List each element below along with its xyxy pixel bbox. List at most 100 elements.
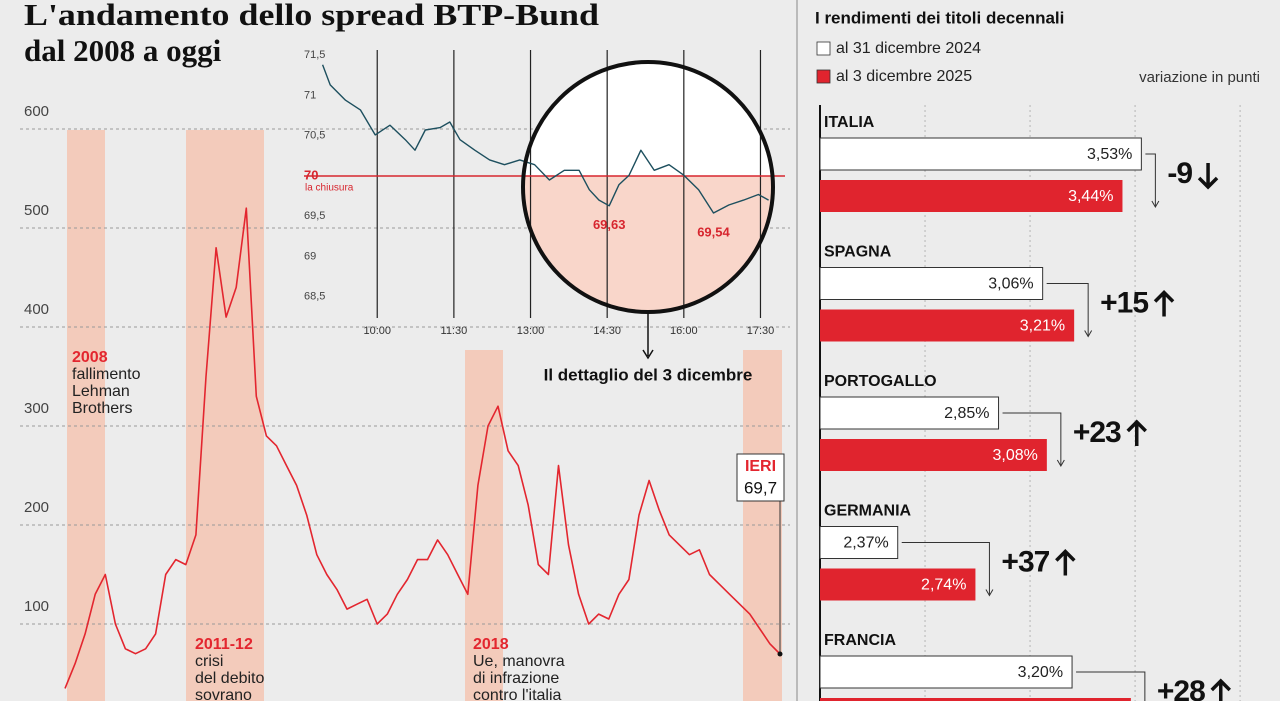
value-label: 3,06% [988,276,1033,293]
caption-arrow [642,312,654,360]
value-label: 69,54 [697,224,730,239]
annotation-text: crisi [195,653,223,670]
bar [820,698,1131,701]
y-tick-label: 71 [304,89,316,101]
bar [820,180,1123,212]
end-point [777,651,783,657]
connector [1002,412,1062,465]
connector [1046,283,1089,336]
bar [820,309,1075,342]
value-label: 69,63 [593,217,626,232]
annotation-text: del debito [195,670,264,687]
value-label: 3,21% [1020,318,1065,335]
change-label: +37 [1001,545,1049,578]
changes-title: variazione in punti [1139,69,1260,86]
category-label: GERMANIA [824,503,912,520]
end-label: IERI [745,458,776,475]
chart-title: dal 2008 a oggi [24,33,222,68]
bar [819,655,1073,689]
change-label: +28 [1157,675,1205,701]
legend-label: al 31 dicembre 2024 [836,40,981,57]
legend-swatch [816,69,831,84]
category-label: FRANCIA [824,632,896,649]
y-tick-label: 500 [24,202,49,219]
x-tick-label: 10:00 [363,325,391,337]
annotation-text: Ue, manovra [473,653,565,670]
y-tick-label: 70 [304,167,318,182]
yield-chart: I rendimenti dei titoli decennali al 31 d… [815,8,1260,701]
legend-swatch [816,41,831,56]
annotation-text: fallimento [72,366,141,383]
y-tick-label: 200 [24,499,49,516]
y-tick-label: 300 [24,400,49,417]
annotation-label: 2008 [72,349,108,366]
annotation-label: 2011-12 [195,636,253,653]
value-label: 2,74% [921,577,966,594]
bar [820,568,976,601]
x-tick-label: 13:00 [517,325,545,337]
period-band [743,350,782,701]
y-tick-label: 100 [24,598,49,615]
y-tick-label: 69,5 [304,210,325,222]
chart-title: L'andamento dello spread BTP-Bund [24,0,599,32]
value-label: 3,20% [1018,664,1063,681]
annotation-text: contro l'italia [473,687,562,701]
data-line [321,64,769,214]
category-label: SPAGNA [824,244,892,261]
period-band [186,130,264,701]
change-arrow [1126,419,1147,446]
connector [901,542,990,595]
y-tick-label: 71,5 [304,49,325,61]
change-label: -9 [1167,157,1192,190]
bar [820,439,1047,471]
category-label: ITALIA [824,114,875,131]
bar [819,396,1000,430]
value-label: 2,85% [944,405,989,422]
annotation-text: Brothers [72,400,132,417]
y-tick-label: 69 [304,250,316,262]
change-arrow [1197,163,1219,190]
x-tick-label: 11:30 [441,325,468,337]
annotation-text: sovrano [195,687,252,701]
annotation-label: 2018 [473,636,509,653]
reference-label: la chiusura [305,183,354,194]
connector-head [1056,459,1065,467]
x-tick-label: 17:30 [747,325,775,337]
change-arrow [1210,678,1231,701]
annotation-text: di infrazione [473,670,559,687]
change-label: +15 [1100,286,1148,319]
x-tick-label: 16:00 [670,325,698,337]
intraday-chart: 71,5 71 70,5 70 69,5 69 68,5 10:00 11:30 13:00 14:… [304,49,785,384]
legend-label: al 3 dicembre 2025 [836,68,972,85]
y-tick-label: 400 [24,301,49,318]
y-tick-label: 600 [24,103,49,120]
change-arrow [1055,549,1076,576]
connector-head [1151,200,1160,208]
bar [819,137,1142,171]
connector-head [985,589,994,597]
value-label: 3,08% [992,447,1037,464]
change-arrow [1153,290,1175,317]
chart-title: I rendimenti dei titoli decennali [815,8,1064,27]
connector [1076,671,1146,701]
value-label: 2,37% [843,535,888,552]
value-label: 3,53% [1087,146,1132,163]
bar [819,267,1044,300]
change-label: +23 [1073,416,1121,449]
label-box [736,453,785,502]
x-tick-label: 14:30 [593,325,621,337]
y-tick-label: 68,5 [304,291,325,303]
annotation-text: Lehman [72,383,130,400]
period-band [67,130,105,701]
category-label: PORTOGALLO [824,373,937,390]
data-line [64,207,781,689]
y-tick-label: 70,5 [304,130,325,142]
connector-head [1084,330,1093,338]
bar [819,526,899,559]
connector [1145,153,1156,206]
caption: Il dettaglio del 3 dicembre [544,365,753,384]
